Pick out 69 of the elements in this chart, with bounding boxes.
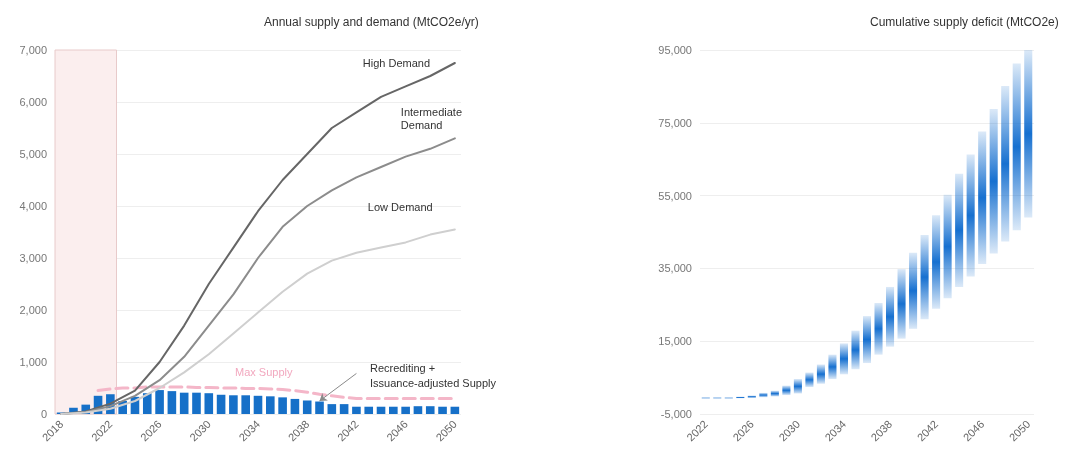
bar	[759, 392, 768, 398]
bar	[327, 404, 337, 414]
bar	[179, 392, 189, 414]
chart-title: Cumulative supply deficit (MtCO2e)	[870, 15, 1059, 29]
bar	[793, 379, 802, 394]
bar	[1024, 50, 1033, 218]
y-tick-label: 15,000	[658, 335, 692, 348]
bar	[290, 398, 300, 414]
bar	[425, 406, 435, 414]
bar	[142, 393, 152, 414]
y-tick-label: 7,000	[19, 44, 47, 56]
y-tick-label: -5,000	[660, 408, 692, 420]
bar	[216, 394, 226, 414]
bar	[278, 397, 287, 414]
bar	[438, 406, 447, 414]
bar	[886, 286, 895, 347]
bar	[204, 393, 214, 414]
bar	[909, 252, 918, 329]
bar	[839, 343, 848, 375]
bar	[782, 385, 791, 396]
bar	[955, 173, 964, 287]
y-tick-label: 95,000	[658, 44, 692, 56]
y-tick-label: 55,000	[658, 189, 692, 202]
annotation: Recrediting + Issuance-adjusted Supply	[370, 361, 497, 389]
bar	[943, 194, 952, 299]
y-tick-label: 1,000	[19, 356, 47, 368]
bar	[932, 215, 941, 309]
y-tick-label: 3,000	[19, 252, 47, 264]
bar	[897, 269, 906, 339]
bar	[978, 131, 987, 265]
bar	[229, 395, 238, 414]
bar	[747, 395, 756, 398]
bar	[770, 390, 779, 397]
bar	[302, 400, 312, 414]
annotation: Max Supply	[235, 365, 293, 378]
y-tick-label: 2,000	[19, 304, 47, 316]
bar	[1001, 86, 1010, 242]
series-label: High Demand	[362, 57, 431, 69]
bar	[389, 406, 398, 414]
bar	[966, 154, 975, 277]
bar	[816, 364, 825, 384]
bar	[874, 302, 883, 355]
bar	[266, 396, 275, 414]
bar	[155, 390, 164, 414]
y-tick-label: 0	[40, 408, 47, 420]
bar	[920, 234, 929, 320]
bar	[401, 406, 410, 414]
bar	[241, 395, 250, 414]
y-tick-label: 5,000	[19, 148, 47, 160]
bar	[352, 406, 361, 414]
bar	[339, 404, 349, 414]
chart-title: Annual supply and demand (MtCO2e/yr)	[264, 15, 479, 29]
y-tick-label: 4,000	[19, 200, 47, 212]
series-label: Low Demand	[367, 201, 433, 214]
y-tick-label: 35,000	[658, 262, 692, 275]
bar	[805, 372, 814, 388]
y-tick-label: 6,000	[19, 96, 47, 108]
bar	[167, 391, 177, 414]
bar	[828, 354, 837, 380]
bar	[989, 108, 998, 254]
bar	[364, 406, 374, 414]
bar	[253, 395, 263, 414]
y-tick-label: 75,000	[658, 116, 692, 129]
series-label: Intermediate Demand	[400, 105, 466, 131]
bar	[851, 330, 860, 370]
bar	[862, 316, 872, 364]
bar	[192, 392, 201, 414]
bar	[1012, 63, 1021, 231]
bar	[413, 406, 423, 414]
